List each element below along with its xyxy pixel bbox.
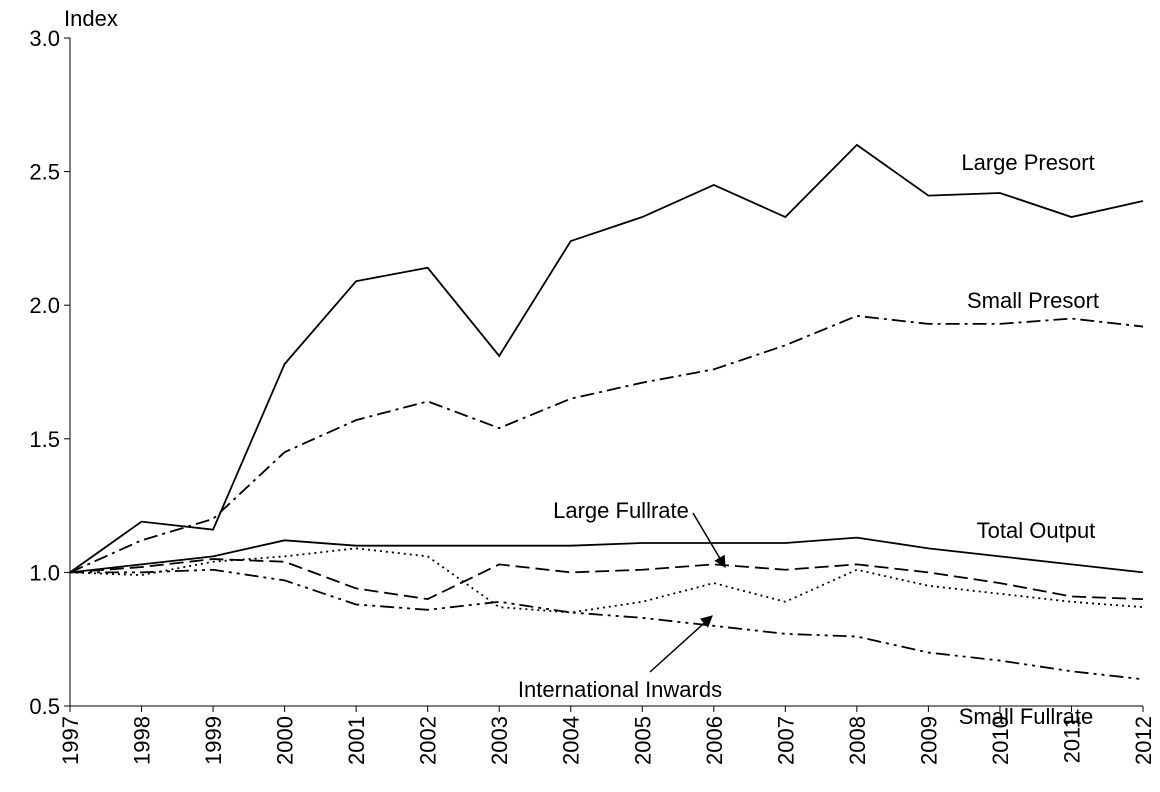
x-tick-label: 2002 [416, 716, 441, 765]
x-tick-label: 1999 [201, 716, 226, 765]
x-tick-label: 1998 [130, 716, 155, 765]
series-label: Small Presort [967, 288, 1099, 313]
series-line [70, 568, 1144, 681]
x-tick-label: 2011 [1059, 716, 1084, 763]
series-line [69, 143, 1144, 574]
series-label: Total Output [977, 518, 1096, 543]
x-tick-label: 2000 [273, 716, 298, 765]
x-tick-label: 2008 [845, 716, 870, 765]
x-tick-label: 2001 [344, 716, 369, 765]
x-tick-label: 2005 [630, 716, 655, 765]
y-tick-label: 1.0 [29, 560, 60, 585]
x-tick-label: 2004 [559, 716, 584, 765]
series-label: Large Presort [961, 150, 1094, 175]
series-label: International Inwards [518, 677, 722, 702]
x-tick-label: 2012 [1131, 716, 1156, 765]
x-tick-label: 2009 [916, 716, 941, 765]
y-axis-title: Index [64, 6, 118, 31]
series-label: Small Fullrate [959, 704, 1093, 729]
x-tick-label: 2003 [487, 716, 512, 765]
x-tick-label: 1997 [58, 716, 83, 765]
x-tick-label: 2006 [702, 716, 727, 765]
x-tick-label: 2010 [988, 716, 1013, 765]
series-line [69, 558, 1144, 601]
series-line [69, 536, 1144, 574]
series-label: Large Fullrate [553, 498, 689, 523]
y-tick-label: 0.5 [29, 694, 60, 719]
y-tick-label: 1.5 [29, 427, 60, 452]
y-tick-label: 3.0 [29, 26, 60, 51]
series-line [69, 547, 1144, 614]
series-line [69, 314, 1144, 574]
annotation-arrow [692, 512, 726, 569]
y-tick-label: 2.0 [29, 293, 60, 318]
x-tick-label: 2007 [773, 716, 798, 765]
y-tick-label: 2.5 [29, 160, 60, 185]
